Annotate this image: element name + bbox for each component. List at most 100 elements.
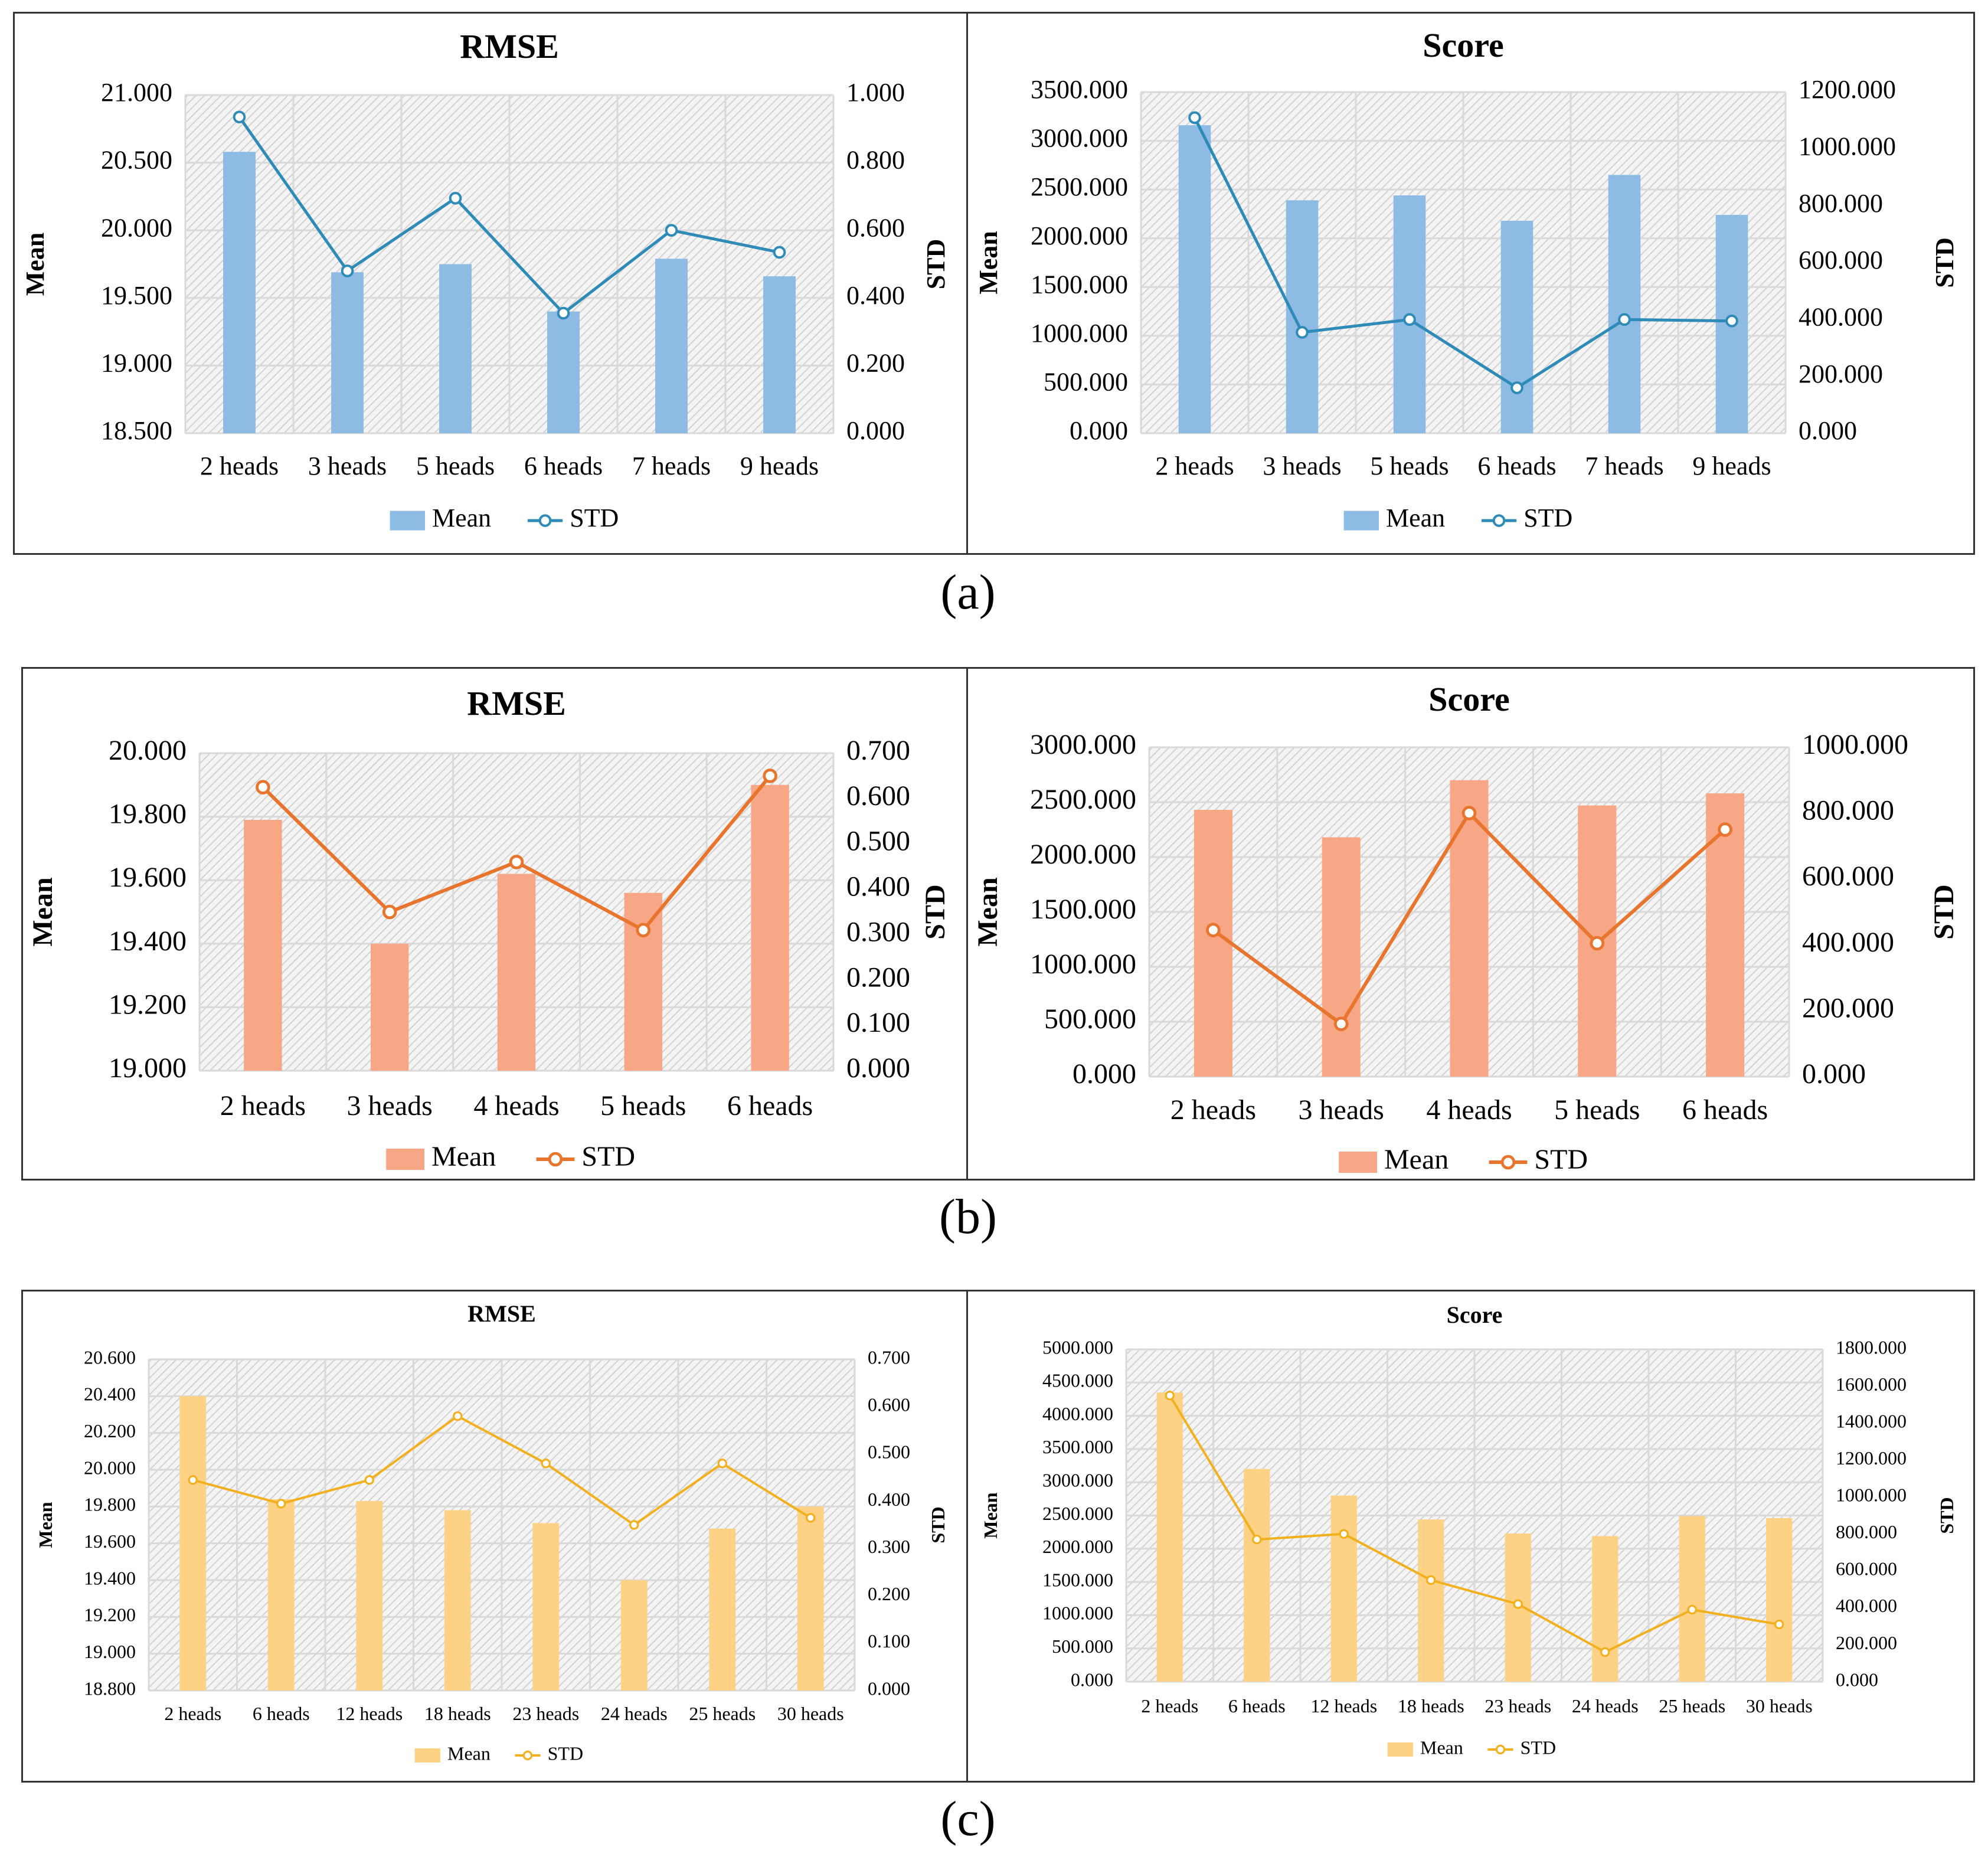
y2-tick-label: 0.100 [868, 1630, 910, 1652]
y2-tick-label: 0.000 [1836, 1669, 1878, 1690]
bar-mean [1330, 1495, 1357, 1682]
y2-tick-label: 200.000 [1802, 992, 1894, 1024]
point-std [341, 264, 354, 277]
bar-mean [547, 311, 580, 433]
y2-tick-label: 400.000 [1799, 302, 1883, 331]
x-tick-label: 2 heads [1155, 452, 1234, 480]
x-tick-label: 5 heads [1370, 452, 1449, 480]
chart-title: RMSE [467, 1300, 536, 1327]
x-tick-label: 23 heads [1485, 1695, 1551, 1716]
point-std [717, 1459, 727, 1469]
line-std [238, 116, 780, 315]
y-axis-title: Mean [21, 233, 50, 296]
bar-mean [1286, 200, 1319, 433]
point-std [188, 1475, 198, 1485]
y-axis-title: Mean [972, 877, 1003, 946]
x-tick-label: 24 heads [601, 1703, 668, 1724]
legend-label-std: STD [1521, 1737, 1556, 1758]
legend-swatch-mean [390, 511, 425, 531]
panel-c-label: (c) [940, 1791, 996, 1846]
point-std [1296, 326, 1309, 339]
legend-swatch-mean [1343, 511, 1379, 531]
bar-mean [370, 943, 409, 1071]
x-tick-label: 3 heads [347, 1090, 433, 1121]
point-std [276, 1499, 286, 1509]
y2-tick-label: 1000.000 [1799, 132, 1896, 161]
bar-mean [444, 1510, 471, 1690]
point-std [233, 110, 246, 124]
y2-tick-label: 0.500 [846, 826, 910, 857]
legend-marker-std [538, 514, 552, 527]
y-tick-label: 20.000 [109, 735, 187, 766]
bar-mean [1156, 1392, 1183, 1682]
point-std [1774, 1619, 1784, 1630]
y2-tick-label: 0.500 [868, 1441, 910, 1463]
y2-tick-label: 0.600 [868, 1394, 910, 1415]
x-tick-label: 4 heads [1426, 1094, 1512, 1126]
bar-mean [1766, 1518, 1793, 1682]
y-tick-label: 20.600 [84, 1346, 136, 1368]
x-tick-label: 3 heads [1263, 452, 1341, 480]
y-tick-label: 19.600 [84, 1531, 136, 1552]
point-std [1252, 1534, 1262, 1545]
x-tick-label: 2 heads [1170, 1094, 1256, 1126]
y-tick-label: 19.800 [109, 799, 187, 830]
y2-tick-label: 600.000 [1799, 246, 1883, 274]
y2-tick-label: 0.300 [846, 916, 910, 947]
x-tick-label: 6 heads [1228, 1695, 1286, 1716]
x-tick-label: 6 heads [727, 1090, 813, 1121]
y-tick-label: 19.400 [84, 1567, 136, 1588]
legend-swatch-mean [386, 1149, 424, 1170]
x-tick-label: 12 heads [1310, 1695, 1377, 1716]
y-tick-label: 2500.000 [1042, 1503, 1113, 1524]
y2-tick-label: 0.000 [1802, 1058, 1866, 1090]
y2-tick-label: 1400.000 [1836, 1410, 1907, 1431]
y-axis-title: Mean [27, 877, 58, 946]
y2-tick-label: 0.000 [846, 1052, 910, 1084]
panel-a-frame [13, 12, 1975, 555]
point-std [1510, 381, 1523, 394]
y2-tick-label: 400.000 [1836, 1595, 1897, 1616]
bar-mean [620, 1580, 648, 1690]
legend-marker-std [1500, 1155, 1516, 1170]
y-tick-label: 3000.000 [1042, 1470, 1113, 1491]
point-std [773, 246, 786, 259]
bar-mean [1450, 780, 1489, 1077]
x-tick-label: 9 heads [1692, 452, 1771, 480]
y-tick-label: 5000.000 [1042, 1336, 1113, 1358]
x-tick-label: 25 heads [1659, 1695, 1725, 1716]
y-tick-label: 20.000 [101, 213, 172, 242]
bar-mean [179, 1396, 207, 1690]
y-tick-label: 2000.000 [1042, 1536, 1113, 1557]
bar-mean [624, 892, 663, 1071]
y-tick-label: 19.000 [101, 348, 172, 377]
x-tick-label: 5 heads [600, 1090, 686, 1121]
point-std [806, 1513, 816, 1523]
y-tick-label: 18.800 [84, 1678, 136, 1699]
y-tick-label: 19.000 [109, 1052, 187, 1084]
legend-label-mean: Mean [1386, 503, 1445, 532]
x-tick-label: 6 heads [524, 452, 603, 480]
point-std [541, 1459, 551, 1469]
legend-marker-std [522, 1750, 533, 1761]
y-tick-label: 3000.000 [1030, 729, 1136, 760]
y-tick-label: 1500.000 [1042, 1569, 1113, 1590]
x-tick-label: 4 heads [473, 1090, 559, 1121]
x-tick-label: 24 heads [1572, 1695, 1639, 1716]
y-tick-label: 19.400 [109, 926, 187, 957]
y-tick-label: 0.000 [1071, 1669, 1113, 1690]
bar-mean [751, 784, 789, 1071]
legend-label-mean: Mean [447, 1742, 491, 1764]
legend-label-std: STD [1534, 1144, 1588, 1175]
y-tick-label: 4000.000 [1042, 1403, 1113, 1424]
x-tick-label: 2 heads [164, 1703, 221, 1724]
y2-tick-label: 1000.000 [1802, 729, 1908, 760]
legend-label-std: STD [581, 1141, 635, 1172]
point-std [763, 769, 777, 783]
y-tick-label: 2500.000 [1030, 784, 1136, 815]
point-std [256, 780, 270, 794]
y-axis-title: Mean [980, 1492, 1001, 1538]
legend-label-mean: Mean [1420, 1737, 1463, 1758]
panel-b-frame [21, 667, 1975, 1181]
x-tick-label: 23 heads [512, 1703, 579, 1724]
